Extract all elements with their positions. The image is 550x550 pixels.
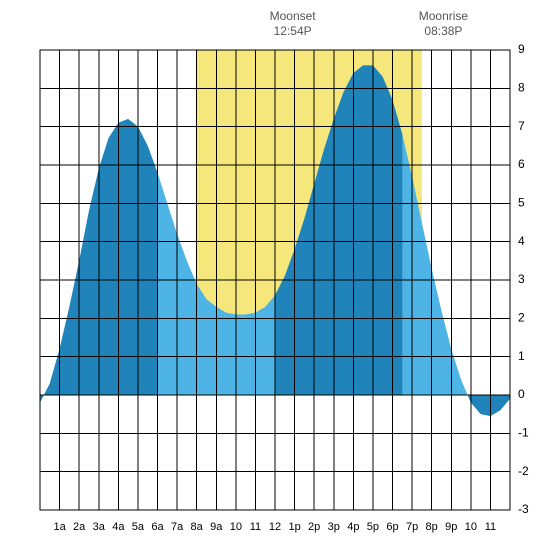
y-tick-label: 9	[518, 42, 525, 56]
x-tick-label: 2a	[73, 521, 86, 533]
event-label: Moonrise	[419, 9, 469, 23]
y-tick-label: 5	[518, 196, 525, 210]
x-tick-label: 10	[230, 521, 242, 533]
chart-svg: -3-2-101234567891a2a3a4a5a6a7a8a9a101112…	[0, 0, 550, 550]
x-tick-label: 6p	[386, 521, 398, 533]
y-tick-label: 1	[518, 349, 525, 363]
x-tick-label: 8p	[426, 521, 438, 533]
x-tick-label: 5a	[132, 521, 145, 533]
x-tick-label: 4a	[112, 521, 125, 533]
y-tick-label: -1	[518, 426, 529, 440]
x-tick-label: 3a	[93, 521, 106, 533]
x-tick-label: 3p	[328, 521, 340, 533]
x-tick-label: 2p	[308, 521, 320, 533]
x-tick-label: 4p	[347, 521, 359, 533]
y-tick-label: 6	[518, 157, 525, 171]
x-tick-label: 1a	[53, 521, 66, 533]
y-tick-label: -3	[518, 502, 529, 516]
y-tick-label: 2	[518, 311, 525, 325]
y-tick-label: -2	[518, 464, 529, 478]
y-tick-label: 3	[518, 272, 525, 286]
y-tick-label: 0	[518, 387, 525, 401]
x-tick-label: 12	[269, 521, 281, 533]
event-time: 12:54P	[274, 24, 312, 38]
x-tick-label: 5p	[367, 521, 379, 533]
x-tick-label: 8a	[191, 521, 204, 533]
x-tick-label: 6a	[151, 521, 164, 533]
y-tick-label: 4	[518, 234, 525, 248]
tide-chart: -3-2-101234567891a2a3a4a5a6a7a8a9a101112…	[0, 0, 550, 550]
x-tick-label: 11	[485, 521, 496, 533]
x-tick-label: 9p	[445, 521, 457, 533]
event-label: Moonset	[270, 9, 317, 23]
x-tick-label: 7a	[171, 521, 184, 533]
x-tick-label: 7p	[406, 521, 418, 533]
event-time: 08:38P	[424, 24, 462, 38]
x-tick-label: 10	[465, 521, 477, 533]
y-tick-label: 7	[518, 119, 525, 133]
x-tick-label: 1p	[288, 521, 300, 533]
y-tick-label: 8	[518, 81, 525, 95]
x-tick-label: 11	[250, 521, 261, 533]
x-tick-label: 9a	[210, 521, 223, 533]
